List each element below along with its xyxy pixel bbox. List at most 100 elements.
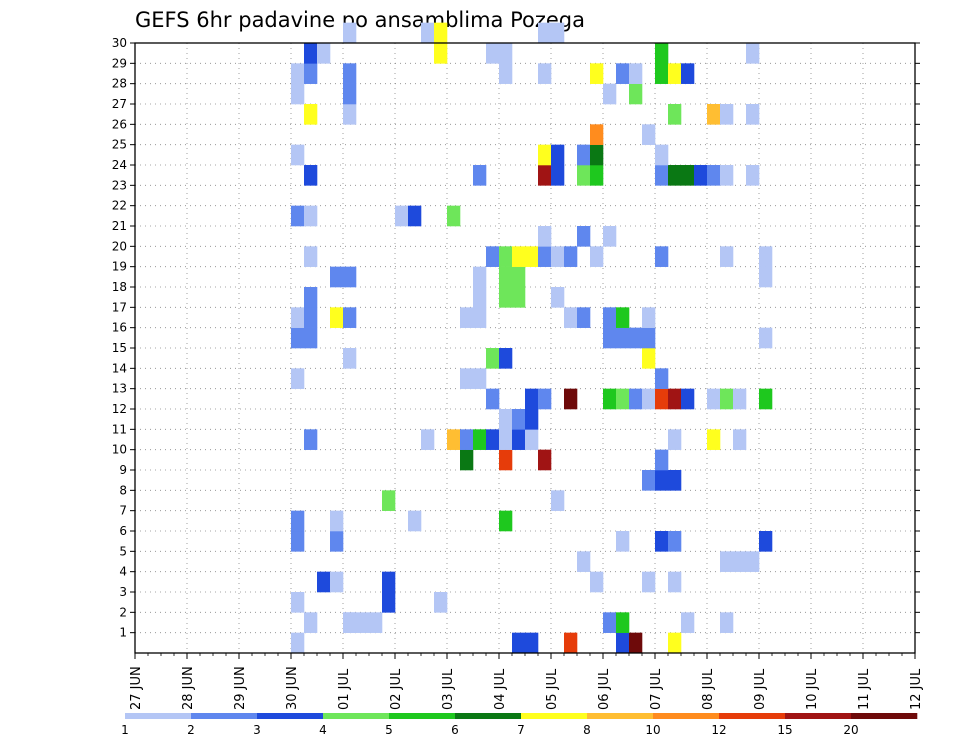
heatmap-cell	[421, 429, 435, 450]
y-tick-label: 7	[119, 504, 127, 518]
heatmap-cell	[681, 612, 695, 633]
y-tick-label: 18	[112, 280, 127, 294]
heatmap-cell	[707, 388, 721, 410]
heatmap-cell	[616, 63, 630, 84]
heatmap-cell	[304, 63, 318, 84]
heatmap-cell	[655, 531, 669, 552]
heatmap-cell	[382, 592, 396, 613]
heatmap-cell	[564, 632, 578, 654]
heatmap-cell	[382, 490, 396, 511]
x-tick-label: 08 JUL	[701, 668, 716, 710]
heatmap-cell	[512, 632, 526, 654]
heatmap-cell	[486, 43, 500, 64]
heatmap-cell	[746, 43, 760, 64]
heatmap-cell	[681, 165, 695, 186]
heatmap-cell	[642, 470, 656, 491]
x-tick-label: 11 JUL	[857, 668, 872, 710]
heatmap-cell	[421, 22, 435, 44]
y-tick-label: 13	[112, 382, 127, 396]
heatmap-cell	[746, 551, 760, 572]
heatmap-cell	[668, 63, 682, 84]
heatmap-cell	[668, 632, 682, 654]
heatmap-cell	[603, 388, 617, 410]
x-tick-label: 05 JUL	[545, 668, 560, 710]
y-tick-label: 16	[112, 321, 127, 335]
heatmap-cell	[590, 124, 604, 145]
legend-label: 15	[777, 723, 792, 737]
heatmap-cell	[603, 307, 617, 328]
y-tick-label: 3	[119, 585, 127, 599]
heatmap-cell	[655, 368, 669, 389]
heatmap-cell	[473, 307, 487, 328]
legend-swatch	[389, 713, 456, 719]
heatmap-cell	[707, 104, 721, 125]
heatmap-cell	[512, 287, 526, 308]
x-tick-label: 10 JUL	[805, 668, 820, 710]
heatmap-cell	[759, 266, 773, 288]
heatmap-cell	[512, 266, 526, 288]
x-tick-label: 09 JUL	[753, 668, 768, 710]
heatmap-cell	[525, 429, 539, 450]
heatmap-cell	[538, 63, 552, 84]
heatmap-cell	[577, 226, 591, 247]
heatmap-cell	[460, 368, 474, 389]
heatmap-cell	[343, 63, 357, 84]
heatmap-cell	[525, 632, 539, 654]
heatmap-cell	[525, 409, 539, 430]
y-tick-label: 23	[112, 178, 127, 192]
legend-swatch	[719, 713, 786, 719]
heatmap-cell	[291, 83, 305, 105]
legend-swatch	[851, 713, 918, 719]
chart-title: GEFS 6hr padavine po ansamblima Pozega	[135, 8, 585, 32]
heatmap-cell	[629, 83, 643, 105]
heatmap-cell	[655, 144, 669, 166]
y-tick-label: 8	[119, 483, 127, 497]
heatmap-cell	[629, 327, 643, 349]
heatmap-cell	[603, 83, 617, 105]
heatmap-cell	[291, 307, 305, 328]
heatmap-cell	[291, 144, 305, 166]
y-tick-label: 24	[112, 158, 127, 172]
y-tick-label: 2	[119, 605, 127, 619]
heatmap-cell	[499, 266, 513, 288]
heatmap-cell	[473, 368, 487, 389]
x-tick-label: 04 JUL	[493, 668, 508, 710]
heatmap-cell	[460, 429, 474, 450]
heatmap-cell	[577, 307, 591, 328]
heatmap-cell	[655, 63, 669, 84]
heatmap-cell	[499, 63, 513, 84]
heatmap-cell	[304, 246, 318, 267]
legend-swatch	[125, 713, 192, 719]
heatmap-cell	[291, 510, 305, 532]
heatmap-cell	[382, 571, 396, 593]
heatmap-cell	[707, 429, 721, 450]
legend-swatch	[455, 713, 522, 719]
heatmap-cell	[616, 632, 630, 654]
heatmap-cell	[668, 104, 682, 125]
heatmap-cell	[343, 348, 357, 369]
heatmap-cell	[343, 83, 357, 105]
x-axis: 27 JUN 28 JUN 29 JUN 30 JUN 01 JUL 02 JUL 03 J…	[129, 653, 924, 710]
legend-label: 10	[645, 723, 660, 737]
heatmap-cell	[304, 327, 318, 349]
heatmap-cell	[590, 571, 604, 593]
y-tick-label: 11	[112, 422, 127, 436]
heatmap-cell	[616, 307, 630, 328]
heatmap-cell	[538, 246, 552, 267]
heatmap-cell	[330, 510, 344, 532]
heatmap-cell	[590, 165, 604, 186]
x-tick-label: 03 JUL	[441, 668, 456, 710]
heatmap-cell	[330, 307, 344, 328]
heatmap-cell	[642, 571, 656, 593]
legend-label: 12	[711, 723, 726, 737]
x-tick-label: 30 JUN	[285, 666, 300, 710]
heatmap-cell	[746, 104, 760, 125]
heatmap-cell	[538, 449, 552, 471]
heatmap-cell	[317, 571, 331, 593]
heatmap-cell	[512, 409, 526, 430]
heatmap-cell	[317, 43, 331, 64]
heatmap-cell	[369, 612, 383, 633]
heatmap-cell	[616, 327, 630, 349]
heatmap-cell	[525, 388, 539, 410]
legend-label: 6	[451, 723, 459, 737]
